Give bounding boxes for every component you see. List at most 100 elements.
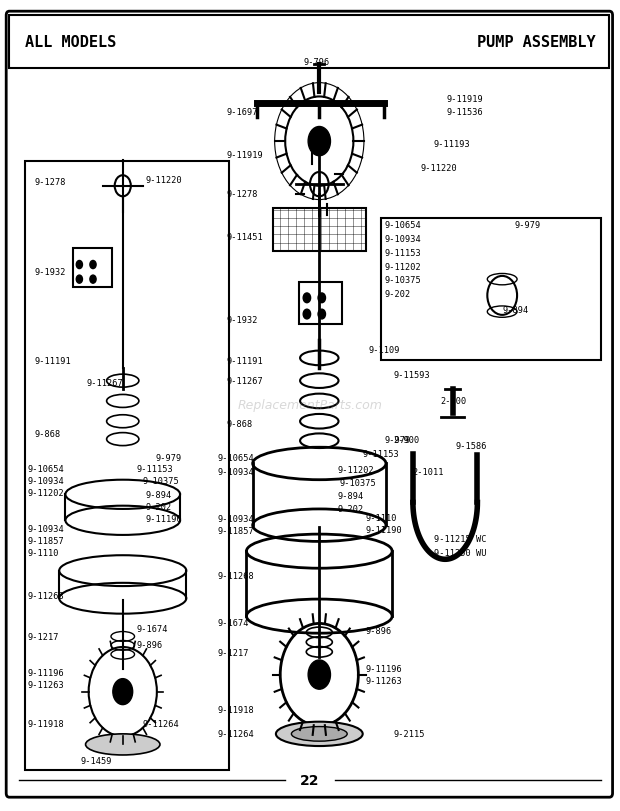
Circle shape [90, 261, 96, 269]
Text: 9-202: 9-202 [146, 502, 172, 512]
Text: 2-900: 2-900 [394, 435, 420, 444]
Text: 9-11250 WU: 9-11250 WU [434, 548, 487, 558]
Text: 9-11191: 9-11191 [34, 356, 71, 366]
Circle shape [303, 294, 311, 303]
Bar [25, 162, 229, 770]
Text: 9-1932: 9-1932 [34, 267, 66, 277]
Text: 9-1278: 9-1278 [34, 178, 66, 187]
Text: 9-11267: 9-11267 [226, 376, 263, 386]
Text: 9-11264: 9-11264 [143, 719, 179, 728]
Circle shape [76, 276, 82, 284]
Text: 9-11153: 9-11153 [384, 248, 421, 258]
Text: 9-11153: 9-11153 [136, 464, 173, 474]
Text: 9-1110: 9-1110 [366, 513, 397, 522]
Text: 9-11918: 9-11918 [217, 705, 254, 714]
Text: ALL MODELS: ALL MODELS [25, 35, 116, 49]
Text: 9-979: 9-979 [155, 453, 181, 463]
Text: 9-1217: 9-1217 [28, 632, 60, 642]
Text: 9-10934: 9-10934 [28, 524, 64, 534]
Text: 9-894: 9-894 [146, 490, 172, 500]
Text: 9-10375: 9-10375 [384, 276, 421, 285]
Text: 9-202: 9-202 [384, 290, 410, 299]
Ellipse shape [276, 722, 363, 746]
Text: 9-11919: 9-11919 [446, 94, 483, 104]
Text: 9-10654: 9-10654 [217, 453, 254, 463]
Text: 9-11202: 9-11202 [384, 262, 421, 272]
Text: 9-1932: 9-1932 [226, 315, 258, 325]
Bar [9, 16, 609, 69]
Text: 9-11593: 9-11593 [394, 370, 430, 380]
Text: 9-1674: 9-1674 [136, 624, 168, 633]
Text: 9-1674: 9-1674 [217, 618, 249, 628]
Bar [381, 219, 601, 361]
Text: 9-1110: 9-1110 [28, 548, 60, 558]
Circle shape [318, 310, 326, 320]
Text: 9-11263: 9-11263 [366, 676, 402, 685]
Text: 9-10654: 9-10654 [384, 221, 421, 230]
Text: 9-11190: 9-11190 [146, 514, 182, 524]
Text: 9-979: 9-979 [384, 436, 410, 445]
Text: 9-11215 WC: 9-11215 WC [434, 534, 487, 544]
Text: 9-11857: 9-11857 [217, 526, 254, 536]
Text: 9-11263: 9-11263 [28, 680, 64, 689]
Text: 9-10934: 9-10934 [384, 234, 421, 244]
Text: 9-202: 9-202 [338, 504, 364, 513]
Ellipse shape [86, 734, 160, 755]
Text: 9-11196: 9-11196 [28, 667, 64, 677]
Text: 9-894: 9-894 [338, 491, 364, 501]
Text: 9-11918: 9-11918 [28, 719, 64, 728]
Circle shape [113, 679, 133, 705]
Bar [273, 209, 366, 251]
Text: 9-868: 9-868 [34, 429, 60, 439]
Text: 9-10654: 9-10654 [28, 464, 64, 474]
Text: ReplacementParts.com: ReplacementParts.com [237, 399, 383, 412]
Text: 9-2115: 9-2115 [394, 729, 425, 739]
Text: 22: 22 [300, 773, 320, 787]
Text: 9-1697: 9-1697 [226, 107, 258, 117]
Text: 9-11220: 9-11220 [146, 175, 182, 185]
Text: 9-10934: 9-10934 [217, 467, 254, 477]
Text: 9-896: 9-896 [366, 626, 392, 636]
Bar [73, 249, 112, 288]
Text: 9-868: 9-868 [226, 419, 252, 429]
Text: 9-11536: 9-11536 [446, 108, 483, 118]
Text: 9-11193: 9-11193 [434, 139, 471, 149]
Text: PUMP ASSEMBLY: PUMP ASSEMBLY [477, 35, 595, 49]
Text: 9-10375: 9-10375 [340, 478, 376, 487]
Circle shape [308, 127, 330, 157]
Text: 9-11191: 9-11191 [226, 356, 263, 366]
Text: 9-11451: 9-11451 [226, 232, 263, 242]
Text: 9-1586: 9-1586 [456, 441, 487, 451]
Text: 9-896: 9-896 [136, 640, 162, 650]
Text: 9-1109: 9-1109 [369, 345, 401, 355]
Text: 9-1459: 9-1459 [81, 756, 112, 766]
Text: 9-11264: 9-11264 [217, 729, 254, 739]
Circle shape [308, 660, 330, 689]
FancyBboxPatch shape [6, 12, 613, 797]
Text: 9-1278: 9-1278 [226, 190, 258, 200]
Text: 9-11202: 9-11202 [28, 488, 64, 498]
Text: 9-11196: 9-11196 [366, 663, 402, 673]
Text: 2-900: 2-900 [440, 397, 466, 406]
Text: 9-796: 9-796 [304, 58, 330, 67]
Text: 9-11153: 9-11153 [363, 449, 399, 459]
Text: 9-10934: 9-10934 [28, 476, 64, 486]
Circle shape [90, 276, 96, 284]
Text: 9-979: 9-979 [515, 221, 541, 230]
Circle shape [318, 294, 326, 303]
Text: 9-11190: 9-11190 [366, 525, 402, 534]
Text: 9-11267: 9-11267 [87, 378, 123, 388]
Text: 9-10375: 9-10375 [143, 476, 179, 486]
Bar [299, 282, 342, 324]
Text: 9-11857: 9-11857 [28, 536, 64, 546]
Circle shape [76, 261, 82, 269]
Text: 9-11268: 9-11268 [28, 591, 64, 601]
Ellipse shape [291, 727, 347, 741]
Text: 9-11202: 9-11202 [338, 466, 374, 475]
Text: 9-10934: 9-10934 [217, 514, 254, 524]
Text: 9-11919: 9-11919 [226, 151, 263, 161]
Text: 9-11268: 9-11268 [217, 571, 254, 581]
Text: 2-1011: 2-1011 [412, 467, 444, 477]
Text: 9-11220: 9-11220 [420, 163, 457, 173]
Text: 9-894: 9-894 [502, 305, 528, 315]
